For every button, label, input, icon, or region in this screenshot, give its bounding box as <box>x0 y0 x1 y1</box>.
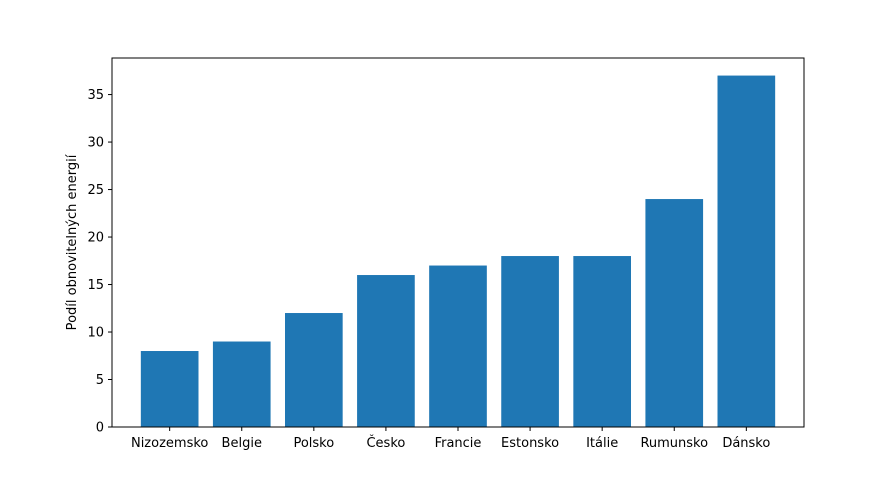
y-tick-label: 15 <box>87 278 104 293</box>
x-tick-label: Belgie <box>222 436 262 451</box>
y-tick-label: 10 <box>87 326 104 341</box>
bar-Polsko <box>285 313 343 427</box>
bar-Estonsko <box>501 256 559 427</box>
y-tick-label: 25 <box>87 183 104 198</box>
x-tick-label: Itálie <box>586 436 618 451</box>
y-axis: 0 5 10 15 20 25 30 35 <box>87 88 112 436</box>
y-tick-label: 0 <box>96 421 104 436</box>
bar-Česko <box>357 275 415 427</box>
bar-Francie <box>429 265 487 427</box>
y-tick-label: 35 <box>87 88 104 103</box>
x-tick-label: Polsko <box>293 436 334 451</box>
x-axis: Nizozemsko Belgie Polsko Česko Francie Estons… <box>131 427 770 451</box>
x-tick-label: Estonsko <box>501 436 559 451</box>
y-tick-label: 20 <box>87 231 104 246</box>
x-tick-label: Česko <box>366 435 405 451</box>
bars-group <box>140 75 776 428</box>
bar-Dánsko <box>717 75 776 428</box>
x-tick-label: Dánsko <box>722 436 770 451</box>
bar-Itálie <box>573 256 631 427</box>
bar-Nizozemsko <box>140 351 199 427</box>
x-tick-label: Francie <box>435 436 482 451</box>
bar-Belgie <box>212 341 271 427</box>
y-tick-label: 30 <box>87 136 104 151</box>
x-tick-label: Rumunsko <box>640 436 708 451</box>
y-tick-label: 5 <box>96 373 104 388</box>
bar-Rumunsko <box>645 199 704 427</box>
x-tick-label: Nizozemsko <box>131 436 208 451</box>
y-axis-label: Podíl obnovitelných energií <box>65 154 80 330</box>
